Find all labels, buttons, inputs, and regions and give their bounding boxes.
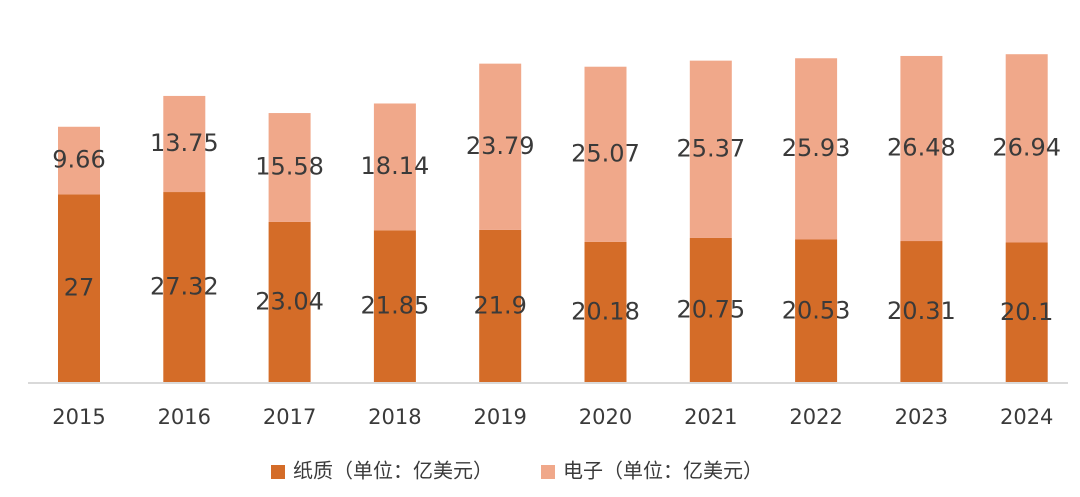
bar-ebook-2016 [163,95,206,193]
bar-ebook-2018 [373,103,416,231]
x-tick-2015: 2015 [52,405,105,429]
bar-paper-2019 [479,229,522,383]
bar-paper-2021 [689,237,732,383]
bar-ebook-2024 [1005,54,1048,243]
label-ebook-2015: 9.66 [52,146,105,174]
label-ebook-2024: 26.94 [992,133,1061,161]
label-paper-2016: 27.32 [150,273,219,301]
label-ebook-2023: 26.48 [887,133,956,161]
legend-swatch-paper [271,465,285,479]
bar-ebook-2020 [584,66,627,242]
x-tick-2016: 2016 [158,405,211,429]
x-tick-2020: 2020 [579,405,632,429]
label-paper-2021: 20.75 [676,295,745,323]
bar-ebook-2019 [479,63,522,230]
bar-paper-2022 [795,239,838,383]
label-paper-2019: 21.9 [473,291,526,319]
bar-paper-2020 [584,241,627,383]
label-ebook-2021: 25.37 [676,134,745,162]
bar-ebook-2022 [795,58,838,240]
bar-ebook-2015 [58,126,100,195]
x-tick-labels: 2015 2016 2017 2018 2019 2020 2021 2022 2023 2024 [52,405,1053,429]
bar-paper-2023 [900,241,943,383]
bars-layer [58,54,1048,383]
label-ebook-2020: 25.07 [571,139,640,167]
label-ebook-2017: 15.58 [255,153,324,181]
x-tick-2019: 2019 [473,405,526,429]
bar-paper-2018 [373,230,416,383]
bar-ebook-2021 [689,60,732,238]
bar-paper-2024 [1005,242,1048,383]
x-tick-2024: 2024 [1000,405,1053,429]
legend-swatch-ebook [541,465,555,479]
bar-paper-2015 [58,194,100,383]
x-tick-2018: 2018 [368,405,421,429]
label-paper-2020: 20.18 [571,297,640,325]
label-paper-2022: 20.53 [782,296,851,324]
label-ebook-2018: 18.14 [361,152,430,180]
label-paper-2023: 20.31 [887,297,956,325]
label-ebook-2019: 23.79 [466,132,535,160]
legend: 纸质（单位：亿美元） 电子（单位：亿美元） [271,459,763,483]
label-paper-2024: 20.1 [1000,298,1053,326]
label-paper-2015: 27 [64,274,95,302]
label-ebook-2016: 13.75 [150,129,219,157]
legend-label-ebook: 电子（单位：亿美元） [563,459,763,483]
x-tick-2023: 2023 [895,405,948,429]
bar-ebook-2017 [268,113,311,222]
x-tick-2021: 2021 [684,405,737,429]
label-ebook-2022: 25.93 [782,134,851,162]
x-tick-2017: 2017 [263,405,316,429]
x-tick-2022: 2022 [789,405,842,429]
bar-paper-2016 [163,192,206,383]
label-paper-2017: 23.04 [255,287,324,315]
bar-ebook-2023 [900,55,943,242]
label-paper-2018: 21.85 [361,292,430,320]
bar-paper-2017 [268,221,311,383]
data-labels-layer: 27 9.66 27.32 13.75 23.04 15.58 21.85 18.14 21.9… [52,129,1061,326]
legend-label-paper: 纸质（单位：亿美元） [293,459,493,483]
